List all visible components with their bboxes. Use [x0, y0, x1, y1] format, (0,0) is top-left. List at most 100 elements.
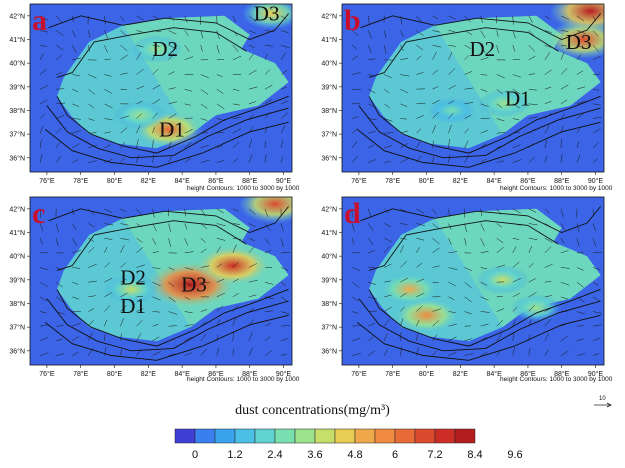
wind-vector [264, 15, 273, 20]
wind-vector [280, 30, 289, 34]
wind-vector [200, 45, 203, 52]
wind-vector [400, 118, 407, 120]
x-tick-label: 80°E [107, 177, 123, 185]
wind-vector [352, 116, 359, 119]
wind-vector [232, 292, 240, 298]
wind-vector [544, 246, 552, 254]
plot-frame [29, 196, 293, 366]
wind-vector [416, 237, 425, 241]
wind-vector [432, 247, 440, 254]
wind-vector [368, 58, 376, 61]
wind-vector [88, 295, 96, 298]
wind-vector [136, 247, 144, 254]
wind-vector [264, 112, 271, 119]
wind-vector [512, 74, 521, 78]
x-tick-label: 86°E [520, 177, 536, 185]
wind-vector [512, 292, 521, 298]
wind-vector [40, 352, 49, 356]
wind-vector [248, 126, 254, 134]
contour-caption-c: height Contours: 1000 to 3000 by 1000 [187, 376, 300, 383]
wind-vector [72, 103, 80, 107]
wind-vector [480, 323, 489, 327]
wind-vector [416, 292, 425, 298]
wind-vector [480, 238, 485, 247]
wind-vector [168, 53, 175, 61]
y-tick-label: 38°N [321, 300, 337, 308]
wind-vector [280, 223, 284, 232]
wind-vector [104, 15, 106, 25]
wind-vector [136, 15, 144, 21]
x-tick-label: 86°E [208, 370, 224, 378]
wind-vector [448, 352, 457, 356]
region-label-d1: D1 [505, 87, 531, 111]
wind-vector [200, 223, 208, 230]
wind-vector [528, 292, 537, 298]
wind-vector [184, 103, 191, 106]
wind-vector [216, 131, 225, 134]
wind-vector [432, 15, 439, 20]
wind-vector [232, 304, 239, 312]
wind-vector [480, 281, 488, 286]
wind-vector [72, 118, 81, 120]
wind-vector [104, 159, 113, 163]
wind-vector [576, 223, 580, 233]
wind-vector [592, 128, 601, 134]
wind-vector [368, 144, 375, 149]
wind-vector [280, 267, 289, 271]
dust-hotspot [103, 274, 159, 305]
y-tick-label: 37°N [9, 324, 25, 332]
wind-vector [576, 238, 580, 247]
wind-vector [352, 72, 361, 75]
wind-vector [184, 223, 188, 230]
region-label-d3: D3 [254, 2, 280, 26]
wind-vector [416, 141, 421, 148]
y-tick-label: 42°N [9, 12, 25, 20]
wind-vector [120, 333, 122, 341]
wind-vector [248, 69, 257, 75]
y-tick-label: 39°N [321, 83, 337, 91]
wind-vector [152, 351, 161, 356]
wind-vector [464, 238, 467, 246]
y-tick-label: 37°N [9, 131, 25, 139]
wind-vector [56, 54, 62, 61]
wind-vector [496, 246, 504, 254]
wind-vector [560, 99, 568, 105]
panel-d: 76°E 78°E 80°E 82°E 84°E 86°E 88°E 90°E 42°N 41°N… [321, 196, 605, 378]
wind-vector [528, 116, 538, 119]
wind-vector [528, 103, 538, 105]
wind-vector [544, 112, 552, 119]
wind-vector [88, 223, 95, 228]
wind-vector [184, 88, 192, 92]
wind-vector [560, 125, 564, 134]
wind-vector [40, 296, 48, 302]
height-contour [368, 27, 559, 78]
wind-vector [104, 223, 114, 226]
wind-vector [248, 223, 256, 227]
wind-vector [72, 159, 79, 163]
x-tick-label: 76°E [351, 177, 367, 185]
wind-vector [528, 156, 535, 163]
wind-vector [368, 250, 376, 254]
wind-vector [72, 267, 81, 269]
wind-vector [200, 348, 207, 356]
wind-vector [464, 44, 472, 50]
wind-vector [351, 140, 358, 149]
wind-vector [512, 15, 514, 25]
panel-letter: a [32, 4, 47, 37]
wind-vector [39, 139, 42, 148]
wind-vector [432, 237, 440, 245]
height-contour [56, 27, 247, 78]
x-tick-label: 78°E [73, 177, 89, 185]
wind-vector [280, 15, 287, 20]
x-tick-label: 88°E [242, 177, 258, 185]
wind-vector [184, 311, 193, 314]
wind-vector [351, 15, 358, 24]
wind-vector [432, 86, 439, 90]
wind-vector [152, 251, 159, 254]
wind-vector [136, 333, 142, 341]
wind-vector [480, 103, 489, 107]
wind-vector [416, 305, 423, 312]
wind-vector [232, 117, 242, 119]
colorbar-tick-label: 1.2 [227, 449, 242, 461]
y-tick-label: 39°N [9, 276, 25, 284]
